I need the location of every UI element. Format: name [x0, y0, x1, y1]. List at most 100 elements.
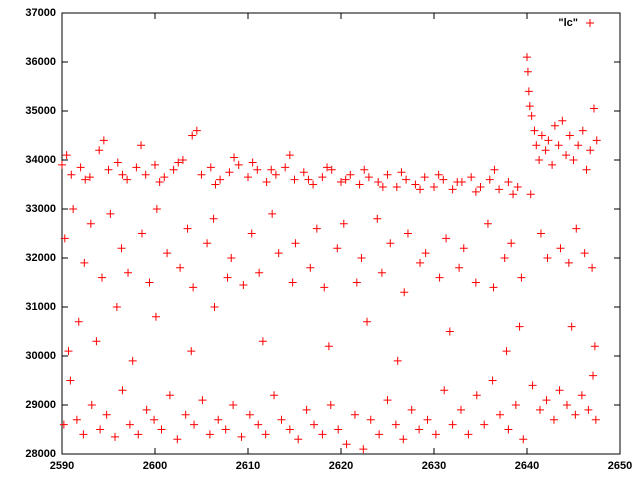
point [513, 182, 522, 191]
point [555, 386, 564, 395]
point [188, 131, 197, 140]
point [310, 420, 319, 429]
y-tick-label: 35000 [25, 105, 56, 117]
point [176, 263, 185, 272]
point [507, 239, 516, 248]
point [104, 165, 113, 174]
point [248, 158, 257, 167]
point [496, 410, 505, 419]
point [386, 239, 395, 248]
point [81, 175, 90, 184]
point [472, 391, 481, 400]
point [165, 391, 174, 400]
point [244, 173, 252, 182]
point [456, 405, 465, 414]
x-tick-label: 2620 [329, 460, 353, 472]
point [270, 391, 279, 400]
point [416, 185, 425, 194]
point [485, 175, 494, 184]
point [255, 268, 264, 277]
point [430, 182, 438, 191]
point [567, 322, 576, 331]
point [527, 111, 536, 120]
point [333, 244, 342, 253]
point [420, 173, 429, 182]
point [181, 410, 190, 419]
point [346, 170, 355, 179]
point [574, 141, 583, 150]
point [187, 347, 196, 356]
point [112, 303, 121, 311]
point [543, 254, 552, 262]
point [416, 258, 425, 267]
point [123, 175, 132, 184]
point [383, 396, 392, 405]
point [589, 371, 598, 380]
point [312, 224, 321, 233]
point [337, 178, 345, 187]
point [173, 435, 182, 444]
point [359, 445, 368, 454]
point [448, 185, 457, 194]
point [535, 156, 544, 164]
point [192, 126, 201, 135]
point [564, 258, 573, 267]
point [562, 401, 571, 409]
point [323, 163, 332, 172]
point [392, 182, 401, 191]
point [223, 273, 232, 282]
point [160, 173, 169, 182]
point [141, 170, 150, 179]
point [455, 263, 464, 272]
point [157, 425, 166, 434]
point [554, 141, 563, 150]
point [288, 278, 297, 287]
point [239, 280, 248, 289]
point [341, 175, 350, 184]
point [360, 165, 369, 174]
legend-label: "lc" [558, 17, 578, 29]
point [591, 415, 600, 424]
point [227, 254, 236, 262]
point [92, 337, 101, 346]
point [72, 415, 81, 424]
point [229, 401, 238, 409]
point [327, 165, 336, 174]
point [128, 356, 137, 365]
point [571, 410, 580, 419]
point [464, 430, 473, 439]
point [150, 415, 159, 424]
point [399, 435, 408, 444]
point [206, 163, 215, 172]
x-tick-label: 2610 [236, 460, 260, 472]
point [502, 347, 511, 356]
point [211, 180, 220, 189]
point [374, 178, 383, 187]
point [434, 170, 443, 179]
point [76, 163, 85, 172]
point [95, 146, 104, 155]
point [375, 430, 384, 439]
point [124, 268, 133, 277]
y-tick-label: 29000 [25, 399, 56, 411]
point [569, 156, 578, 164]
point [190, 420, 199, 429]
point [550, 121, 559, 130]
point [355, 180, 364, 189]
point [79, 430, 88, 439]
point [537, 131, 546, 140]
point [163, 249, 172, 258]
y-tick-label: 37000 [25, 7, 56, 19]
point [442, 234, 451, 243]
point [411, 180, 420, 189]
point [364, 173, 373, 182]
point [216, 175, 225, 184]
point [511, 401, 520, 409]
point [261, 430, 270, 439]
point [198, 396, 207, 405]
point [189, 283, 198, 292]
point [558, 116, 567, 125]
point [393, 356, 402, 365]
point [500, 254, 509, 262]
